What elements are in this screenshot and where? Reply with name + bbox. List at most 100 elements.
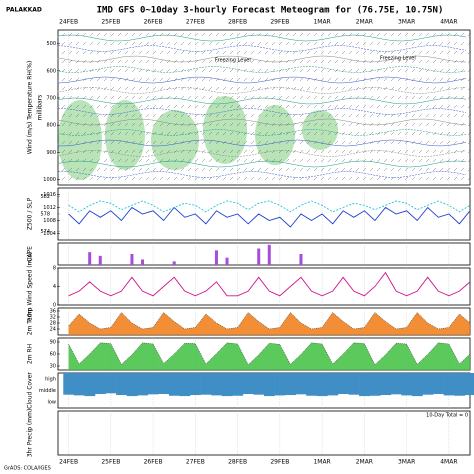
wind-barb xyxy=(341,104,346,109)
wind-barb xyxy=(355,41,360,46)
wind-barb xyxy=(341,167,346,172)
y-tick-label: 1008 xyxy=(43,218,56,224)
cloud-bar xyxy=(116,373,127,396)
wind-barb xyxy=(250,32,255,37)
wind-barb xyxy=(397,140,402,145)
wind-barb xyxy=(103,113,108,118)
wind-barb xyxy=(439,176,444,181)
wind-barb xyxy=(159,104,164,109)
wind-barb xyxy=(82,122,87,127)
y-tick-label: 28 xyxy=(50,321,56,327)
wind-barb xyxy=(411,131,416,136)
wind-barb xyxy=(327,104,332,109)
wind-barb xyxy=(201,41,206,46)
wind-barb xyxy=(173,95,178,100)
wind-barb xyxy=(460,167,465,172)
wind-barb xyxy=(124,68,129,73)
wind-barb xyxy=(208,131,213,136)
wind-barb xyxy=(362,131,367,136)
wind-barb xyxy=(110,131,115,136)
wind-barb xyxy=(285,104,290,109)
wind-barb xyxy=(152,149,157,154)
wind-barb xyxy=(425,104,430,109)
wind-barb xyxy=(446,167,451,172)
wind-barb xyxy=(320,131,325,136)
cloud-bar xyxy=(73,373,85,396)
wind-barb xyxy=(299,113,304,118)
wind-barb xyxy=(82,95,87,100)
wind-barb xyxy=(460,140,465,145)
wind-barb xyxy=(75,77,80,82)
wind-barb xyxy=(383,77,388,82)
wind-barb xyxy=(460,122,465,127)
wind-barb xyxy=(376,167,381,172)
wind-barb xyxy=(180,86,185,91)
date-label-bottom: 4MAR xyxy=(440,459,457,466)
wind-barb xyxy=(376,131,381,136)
wind-barb xyxy=(355,149,360,154)
wind-barb xyxy=(103,104,108,109)
wind-barb xyxy=(362,77,367,82)
y2-tick-label: 582 xyxy=(40,194,50,200)
wind-barb xyxy=(68,59,73,64)
wind-barb xyxy=(215,176,220,181)
wind-barb xyxy=(467,176,472,181)
wind-barb xyxy=(61,68,66,73)
contour xyxy=(57,108,467,115)
wind-barb xyxy=(96,77,101,82)
wind-barb xyxy=(75,68,80,73)
wind-barb xyxy=(138,32,143,37)
wind-barb xyxy=(215,41,220,46)
wind-barb xyxy=(201,59,206,64)
wind-barb xyxy=(159,50,164,55)
wind-barb xyxy=(418,41,423,46)
wind-barb xyxy=(194,104,199,109)
wind-barb xyxy=(187,50,192,55)
wind-barb xyxy=(390,104,395,109)
wind-barb xyxy=(138,68,143,73)
wind-barb xyxy=(82,59,87,64)
date-label-bottom: 26FEB xyxy=(144,459,163,466)
cloud-bar xyxy=(242,373,254,394)
wind-barb xyxy=(257,167,262,172)
wind-barb xyxy=(271,158,276,163)
wind-barb xyxy=(68,149,73,154)
wind-barb xyxy=(208,68,213,73)
wind-barb xyxy=(82,131,87,136)
wind-barb xyxy=(369,113,374,118)
wind-barb xyxy=(271,167,276,172)
wind-barb xyxy=(145,122,150,127)
wind-barb xyxy=(285,50,290,55)
wind-barb xyxy=(145,140,150,145)
wind-barb xyxy=(257,41,262,46)
wind-barb xyxy=(208,158,213,163)
wind-barb xyxy=(250,86,255,91)
wind-barb xyxy=(341,176,346,181)
wind-barb xyxy=(103,167,108,172)
contour xyxy=(57,129,467,136)
area-line xyxy=(68,342,471,366)
wind-barb xyxy=(397,32,402,37)
wind-barb xyxy=(383,86,388,91)
wind-barb xyxy=(306,59,311,64)
wind-barb xyxy=(243,95,248,100)
wind-barb xyxy=(390,149,395,154)
wind-barb xyxy=(362,149,367,154)
wind-barb xyxy=(124,149,129,154)
wind-barb xyxy=(138,77,143,82)
wind-barb xyxy=(432,59,437,64)
cloud-bar xyxy=(337,373,349,394)
wind-barb xyxy=(439,158,444,163)
panel-label: 2m Temp xyxy=(27,308,34,336)
wind-barb xyxy=(75,59,80,64)
wind-barb xyxy=(138,176,143,181)
wind-barb xyxy=(383,176,388,181)
wind-barb xyxy=(166,32,171,37)
wind-barb xyxy=(369,32,374,37)
cloud-bar xyxy=(443,373,455,396)
wind-barb xyxy=(334,149,339,154)
wind-barb xyxy=(117,104,122,109)
wind-barb xyxy=(173,122,178,127)
wind-barb xyxy=(313,140,318,145)
wind-barb xyxy=(166,122,171,127)
